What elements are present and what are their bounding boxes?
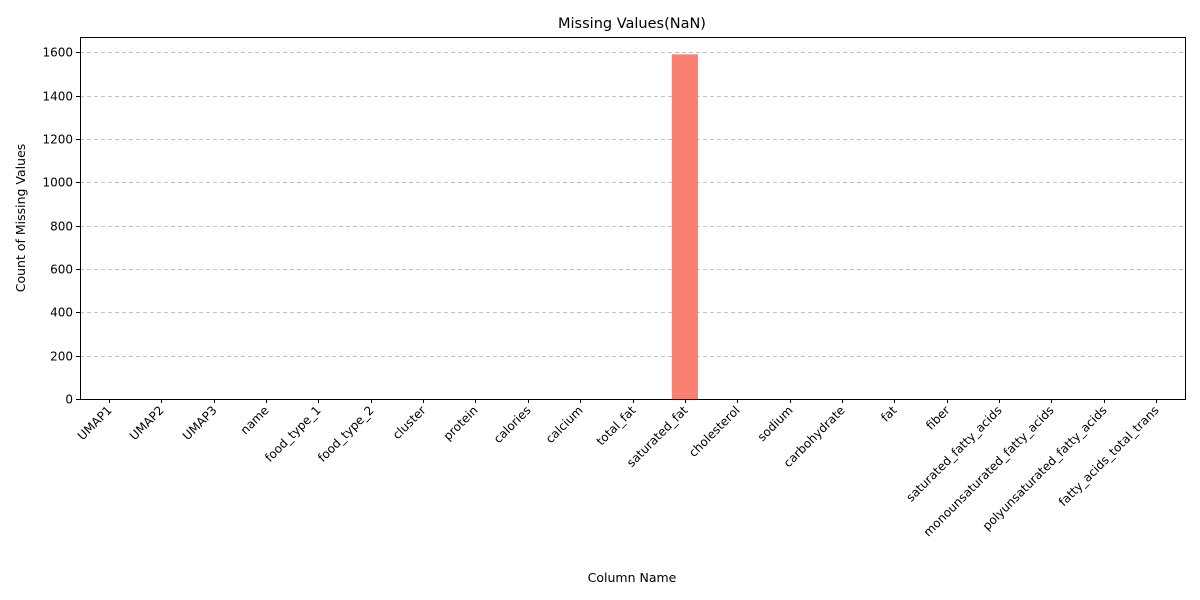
y-tick-label: 0 bbox=[65, 393, 73, 407]
y-tick-label: 1200 bbox=[42, 133, 73, 147]
y-tick-label: 600 bbox=[50, 263, 73, 277]
x-axis-label: Column Name bbox=[588, 570, 677, 585]
y-tick-label: 400 bbox=[50, 306, 73, 320]
y-tick-label: 200 bbox=[50, 350, 73, 364]
y-axis-label: Count of Missing Values bbox=[13, 144, 28, 293]
y-tick-label: 1400 bbox=[42, 90, 73, 104]
bar-saturated_fat bbox=[671, 54, 698, 400]
bars bbox=[671, 54, 698, 400]
grid-lines bbox=[80, 52, 1185, 357]
y-tick-label: 800 bbox=[50, 220, 73, 234]
y-tick-label: 1000 bbox=[42, 176, 73, 190]
chart-title: Missing Values(NaN) bbox=[558, 16, 706, 32]
y-tick-label: 1600 bbox=[42, 46, 73, 60]
y-axis-ticks: 0 200 400 600 800 1000 1200 1400 1600 bbox=[42, 46, 80, 407]
